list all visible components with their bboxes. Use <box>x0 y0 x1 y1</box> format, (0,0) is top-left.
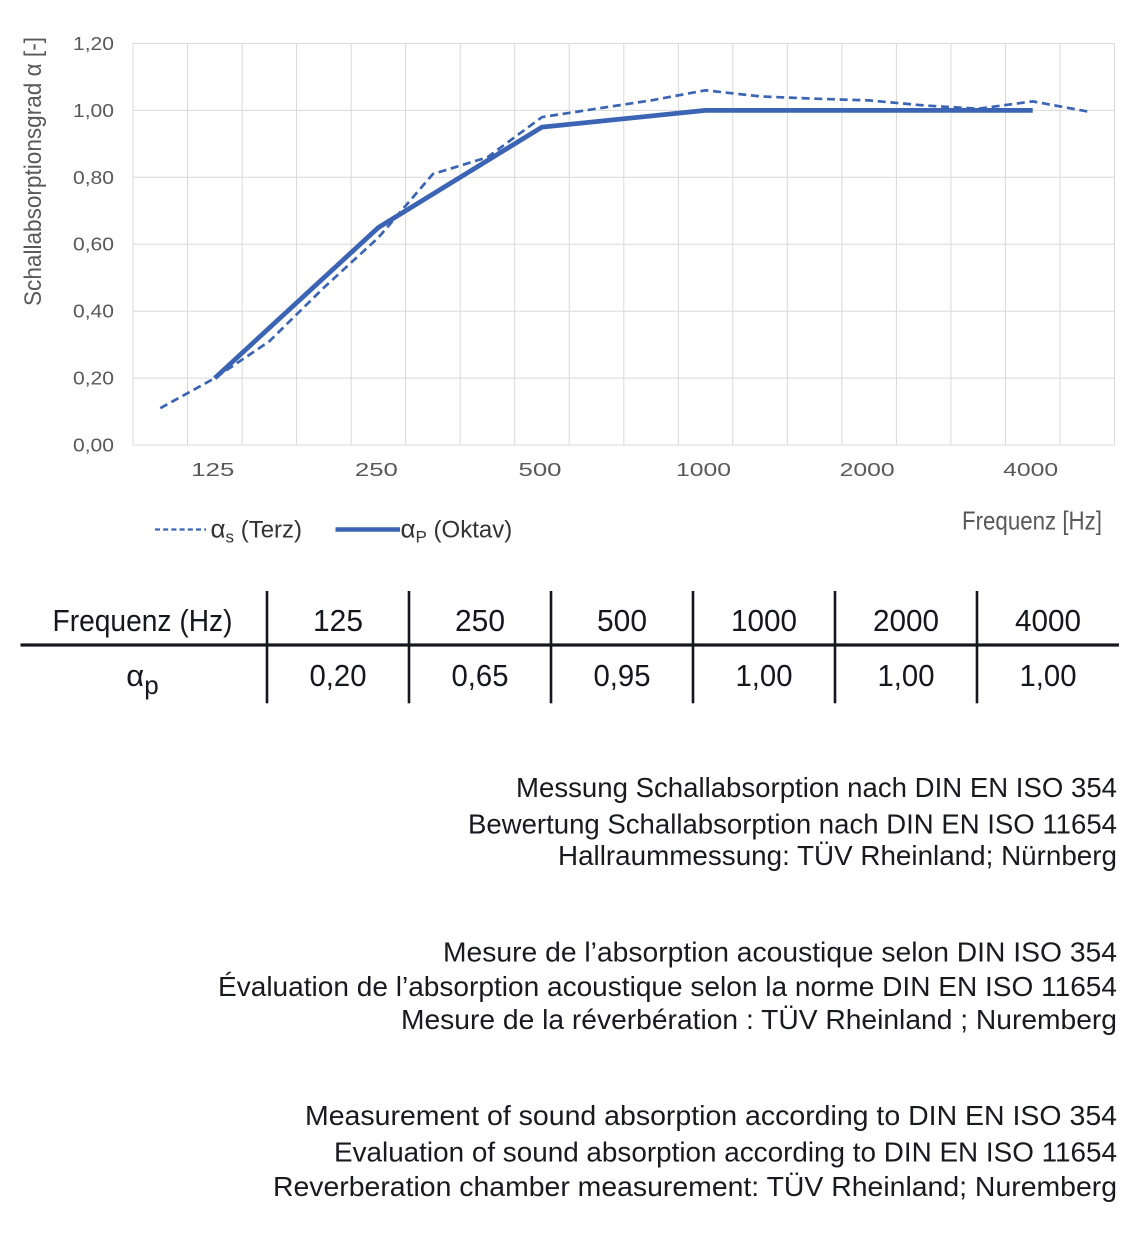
svg-text:Schallabsorptionsgrad α [-]: Schallabsorptionsgrad α [-] <box>20 37 47 306</box>
svg-text:0,60: 0,60 <box>73 235 114 255</box>
svg-text:1,20: 1,20 <box>73 34 114 54</box>
svg-text:0,95: 0,95 <box>594 658 651 693</box>
svg-text:1,00: 1,00 <box>878 658 935 693</box>
svg-text:2000: 2000 <box>840 460 895 480</box>
svg-text:Mesure de la réverbération : T: Mesure de la réverbération : TÜV Rheinla… <box>401 1004 1117 1035</box>
svg-text:Evaluation of sound absorption: Evaluation of sound absorption according… <box>334 1137 1117 1168</box>
svg-text:2000: 2000 <box>873 603 939 638</box>
svg-text:Évaluation de l’absorption aco: Évaluation de l’absorption acoustique se… <box>218 971 1117 1002</box>
svg-text:0,20: 0,20 <box>73 369 114 389</box>
svg-text:250: 250 <box>355 460 398 480</box>
svg-text:1000: 1000 <box>731 603 797 638</box>
svg-text:Frequenz (Hz): Frequenz (Hz) <box>53 603 233 638</box>
svg-text:500: 500 <box>519 460 562 480</box>
svg-text:Hallraummessung: TÜV Rheinland: Hallraummessung: TÜV Rheinland; Nürnberg <box>558 840 1117 871</box>
svg-text:Messung Schallabsorption nach: Messung Schallabsorption nach DIN EN ISO… <box>516 772 1117 803</box>
svg-text:125: 125 <box>313 603 363 638</box>
svg-text:0,65: 0,65 <box>452 658 509 693</box>
svg-text:0,80: 0,80 <box>73 168 114 188</box>
svg-text:Reverberation chamber measurem: Reverberation chamber measurement: TÜV R… <box>273 1171 1117 1202</box>
svg-text:Measurement of sound absorptio: Measurement of sound absorption accordin… <box>305 1100 1117 1131</box>
svg-text:500: 500 <box>597 603 647 638</box>
svg-text:0,20: 0,20 <box>310 658 367 693</box>
svg-text:1,00: 1,00 <box>1020 658 1077 693</box>
svg-text:125: 125 <box>191 460 234 480</box>
svg-text:0,40: 0,40 <box>73 302 114 322</box>
svg-text:4000: 4000 <box>1015 603 1081 638</box>
svg-text:αs (Terz): αs (Terz) <box>211 514 303 547</box>
svg-text:4000: 4000 <box>1003 460 1058 480</box>
svg-text:1000: 1000 <box>676 460 731 480</box>
svg-text:0,00: 0,00 <box>73 436 114 456</box>
svg-text:Bewertung Schallabsorption nac: Bewertung Schallabsorption nach DIN EN I… <box>468 809 1117 840</box>
svg-text:1,00: 1,00 <box>736 658 793 693</box>
svg-text:1,00: 1,00 <box>73 101 114 121</box>
svg-text:Mesure de l’absorption acousti: Mesure de l’absorption acoustique selon … <box>443 936 1117 967</box>
svg-text:Frequenz [Hz]: Frequenz [Hz] <box>962 505 1102 535</box>
svg-text:250: 250 <box>455 603 505 638</box>
